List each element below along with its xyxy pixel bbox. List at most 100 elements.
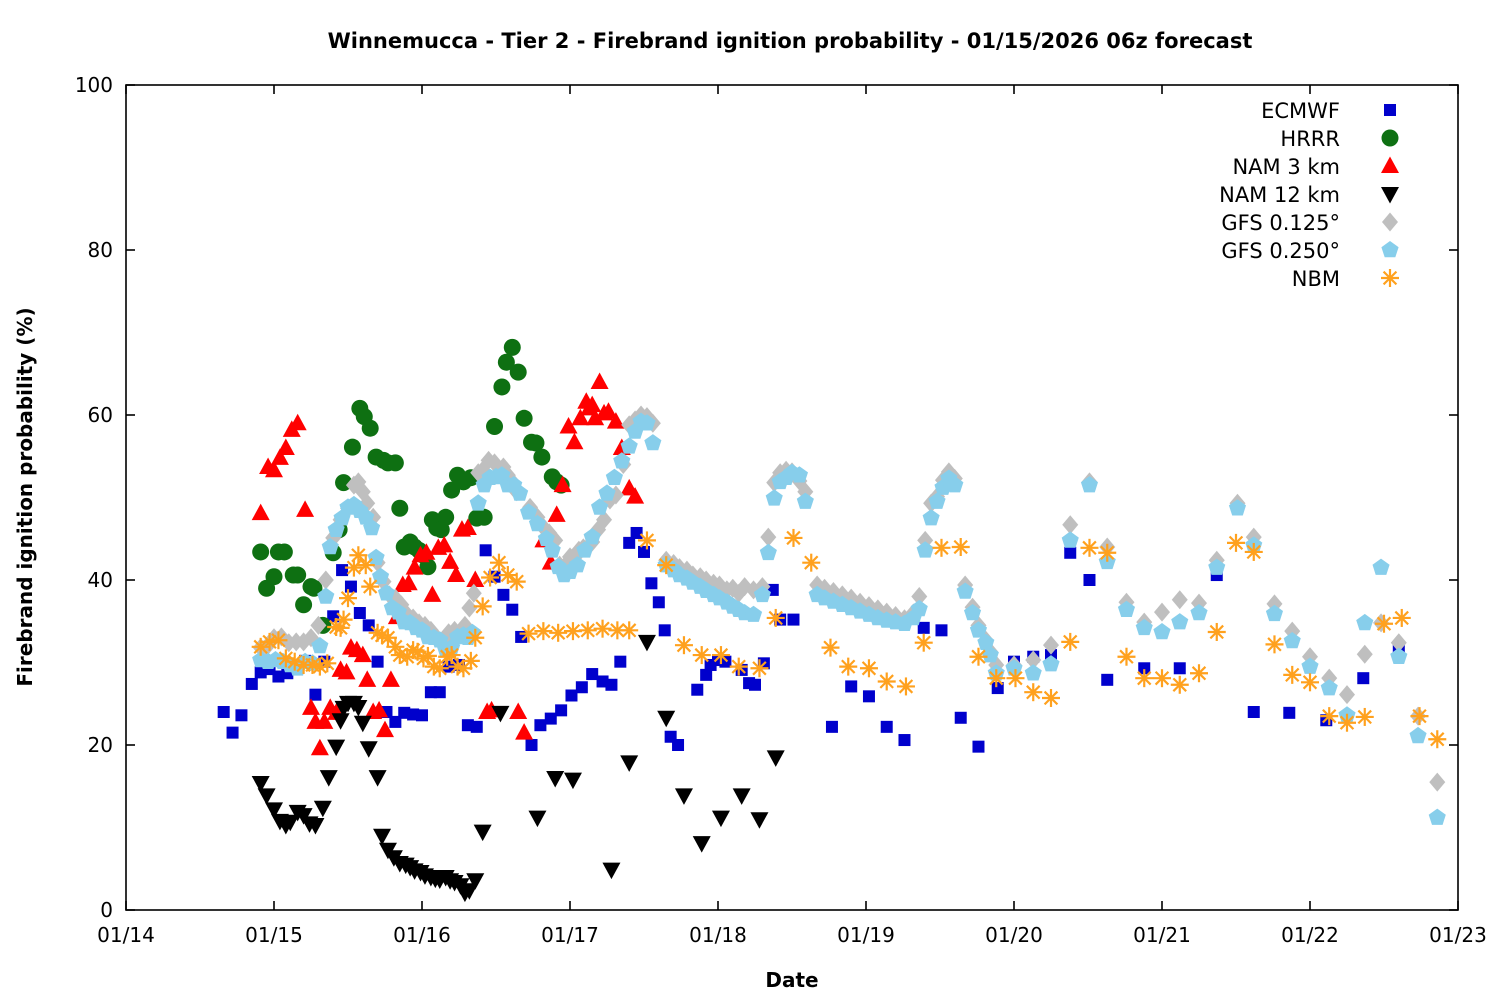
data-point <box>977 633 995 650</box>
data-point <box>644 434 662 451</box>
data-point <box>928 492 946 509</box>
data-point <box>466 873 485 890</box>
data-point <box>672 739 685 751</box>
data-point <box>732 788 751 805</box>
x-tick-label: 01/23 <box>1429 923 1487 947</box>
data-point <box>511 484 529 501</box>
data-point <box>1190 604 1208 621</box>
data-point <box>575 681 588 694</box>
data-point <box>658 624 671 637</box>
data-point <box>839 657 858 676</box>
data-point <box>353 607 366 619</box>
data-point <box>370 700 389 718</box>
data-point <box>784 528 803 547</box>
data-point <box>327 739 346 757</box>
data-point <box>1117 600 1135 617</box>
data-point <box>377 584 395 601</box>
data-point <box>1381 241 1399 258</box>
data-point <box>1356 613 1374 631</box>
data-point <box>1339 685 1355 705</box>
data-point <box>306 818 325 835</box>
data-point <box>896 677 915 696</box>
data-point <box>443 481 461 499</box>
data-point <box>310 738 329 756</box>
data-point <box>1064 546 1077 559</box>
data-point <box>528 514 546 532</box>
data-point <box>289 566 307 584</box>
data-point <box>275 543 293 561</box>
data-point <box>602 862 621 880</box>
data-point <box>359 741 378 758</box>
data-point <box>1372 558 1390 575</box>
data-point <box>378 628 397 647</box>
plot-border <box>125 84 1459 911</box>
data-point <box>935 624 948 637</box>
data-point <box>430 659 449 678</box>
data-point <box>311 637 329 654</box>
data-point <box>423 585 442 602</box>
data-point <box>506 603 519 616</box>
data-point <box>376 720 394 738</box>
data-point <box>1247 706 1260 718</box>
data-point <box>630 526 643 539</box>
data-point <box>1390 647 1408 664</box>
data-point <box>302 698 320 715</box>
data-point <box>637 634 656 652</box>
data-point <box>1338 713 1356 732</box>
data-point <box>493 378 511 396</box>
data-point <box>344 580 357 593</box>
data-point <box>862 690 875 703</box>
y-axis-label: Firebrand ignition probability (%) <box>13 307 37 686</box>
data-point <box>859 659 878 678</box>
chart-title: Winnemucca - Tier 2 - Firebrand ignition… <box>328 29 1253 53</box>
data-point <box>265 568 283 586</box>
y-tick-label: 20 <box>88 733 113 757</box>
data-point <box>265 802 283 819</box>
data-point <box>344 558 363 577</box>
data-point <box>1153 669 1171 688</box>
data-point <box>276 438 295 455</box>
data-point <box>571 408 590 426</box>
data-point <box>331 713 350 730</box>
data-point <box>1428 730 1447 749</box>
data-point <box>226 726 239 739</box>
data-point <box>692 836 711 853</box>
data-point <box>547 505 566 522</box>
legend-item-label: GFS 0.125° <box>1221 211 1340 235</box>
data-point <box>528 810 547 828</box>
data-point <box>519 624 538 643</box>
data-point <box>565 432 584 450</box>
data-point <box>473 824 492 842</box>
x-tick-label: 01/15 <box>245 923 303 947</box>
data-point <box>391 499 409 517</box>
data-point <box>898 734 911 747</box>
data-point <box>1265 604 1283 622</box>
data-point <box>525 739 538 751</box>
data-point <box>281 814 300 832</box>
data-point <box>565 689 578 702</box>
data-point <box>252 543 270 561</box>
data-point <box>657 710 676 728</box>
data-point <box>1080 476 1098 493</box>
data-point <box>1135 669 1154 688</box>
data-point <box>745 605 763 622</box>
data-point <box>313 800 332 818</box>
data-point <box>692 646 711 665</box>
data-point <box>914 633 933 652</box>
data-point <box>515 723 534 740</box>
data-point <box>534 719 547 732</box>
data-point <box>1392 608 1411 627</box>
x-tick-label: 01/16 <box>393 923 451 947</box>
data-point <box>546 771 565 788</box>
data-point <box>373 828 392 846</box>
data-point <box>533 448 551 466</box>
data-point <box>964 604 982 621</box>
data-point <box>337 662 356 680</box>
data-point <box>245 677 258 690</box>
data-point <box>386 454 404 472</box>
data-point <box>469 494 487 511</box>
data-point <box>296 500 315 517</box>
data-point <box>386 637 405 656</box>
data-point <box>1153 623 1171 640</box>
data-point <box>295 596 313 614</box>
